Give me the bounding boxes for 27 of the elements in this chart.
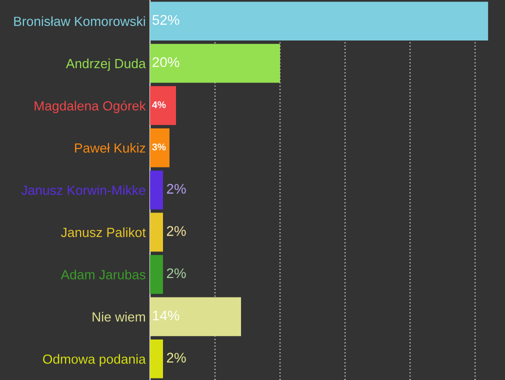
data-label: 3% (152, 144, 166, 150)
y-tick-label: Bronisław Komorowski (14, 16, 145, 26)
bar (150, 2, 488, 41)
data-label: 2% (166, 268, 186, 278)
data-label: 20% (152, 57, 180, 68)
y-tick-label: Paweł Kukiz (75, 142, 146, 153)
data-label: 2% (166, 184, 186, 194)
bar (150, 339, 164, 378)
bar (150, 44, 280, 83)
data-label: 2% (166, 352, 186, 363)
data-label: 52% (152, 15, 180, 25)
bar (150, 170, 164, 210)
data-label: 14% (153, 310, 180, 320)
y-tick-label: Adam Jarubas (60, 270, 146, 280)
y-tick-label: Nie wiem (92, 312, 145, 322)
bar (150, 212, 164, 252)
bar (150, 86, 176, 125)
data-label: 4% (152, 101, 166, 108)
y-tick-label: Janusz Palikot (60, 227, 146, 238)
y-tick-label: Andrzej Duda (66, 58, 146, 71)
bar (150, 128, 170, 168)
y-tick-label: Janusz Korwin-Mikke (21, 185, 146, 195)
bar (150, 255, 164, 294)
y-tick-label: Magdalena Ogórek (34, 100, 146, 114)
bar (150, 297, 242, 336)
data-label: 2% (166, 226, 186, 236)
y-tick-label: Odmowa podania (43, 354, 146, 366)
